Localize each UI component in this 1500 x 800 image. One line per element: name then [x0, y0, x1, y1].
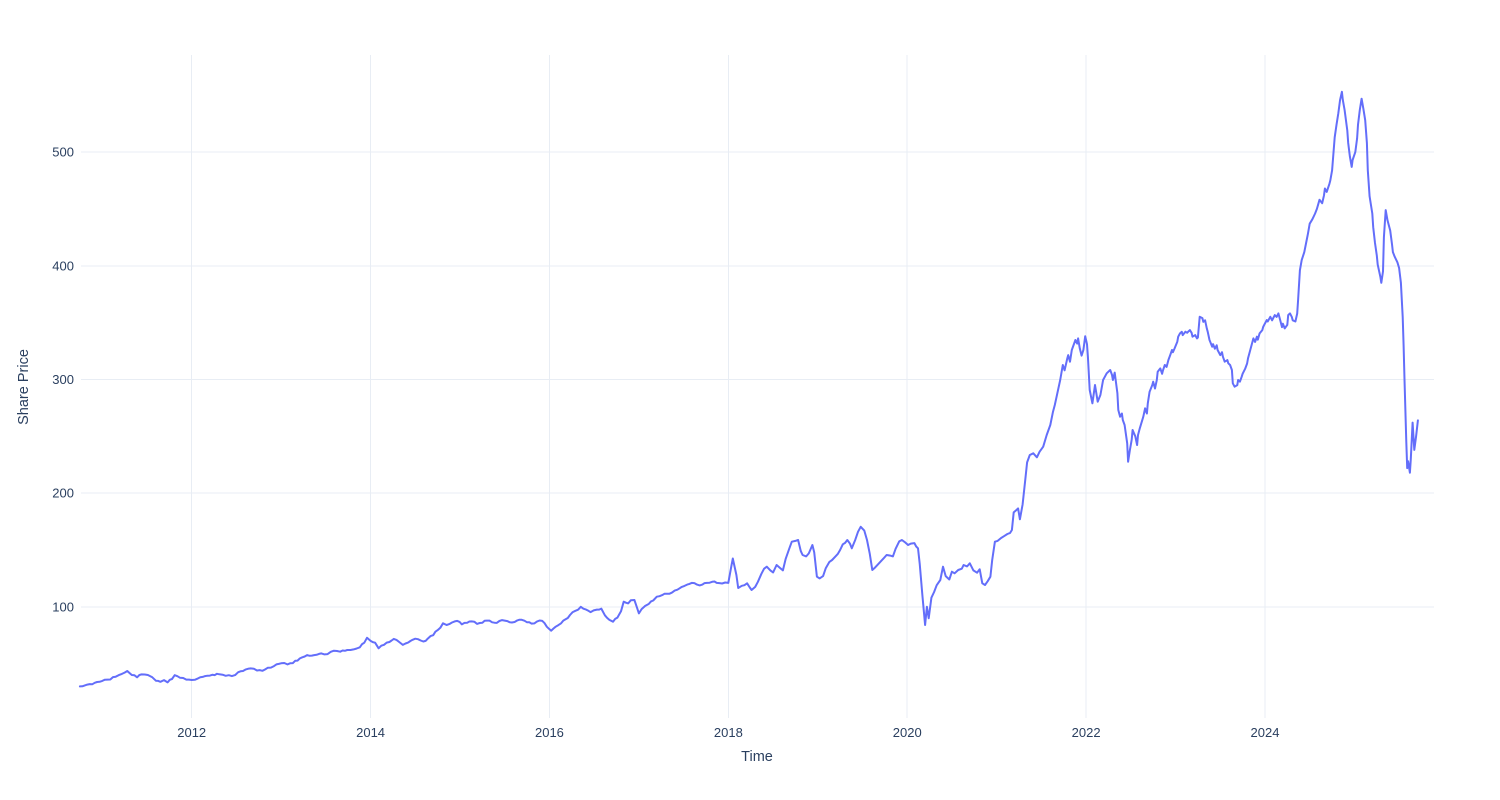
y-axis-tick-label: 400: [52, 258, 74, 273]
x-axis-title: Time: [741, 749, 773, 765]
y-axis-tick-label: 500: [52, 145, 74, 160]
y-axis-tick-label: 100: [52, 599, 74, 614]
y-axis-title: Share Price: [16, 349, 32, 425]
x-axis-tick-label: 2022: [1072, 725, 1101, 740]
x-axis-tick-label: 2024: [1251, 725, 1280, 740]
share-price-line[interactable]: [78, 90, 1419, 688]
y-axis-tick-label: 200: [52, 486, 74, 501]
x-axis-tick-label: 2012: [177, 725, 206, 740]
x-axis-tick-label: 2014: [356, 725, 385, 740]
tick-labels: 2012 2014 2016 2018 2020 2022 2024 100 200 300 400…: [52, 145, 1279, 740]
plot-area[interactable]: [81, 55, 1434, 718]
x-axis-tick-label: 2016: [535, 725, 564, 740]
x-axis-tick-label: 2020: [893, 725, 922, 740]
x-axis-tick-label: 2018: [714, 725, 743, 740]
gridlines: [81, 55, 1434, 718]
y-axis-tick-label: 300: [52, 372, 74, 387]
